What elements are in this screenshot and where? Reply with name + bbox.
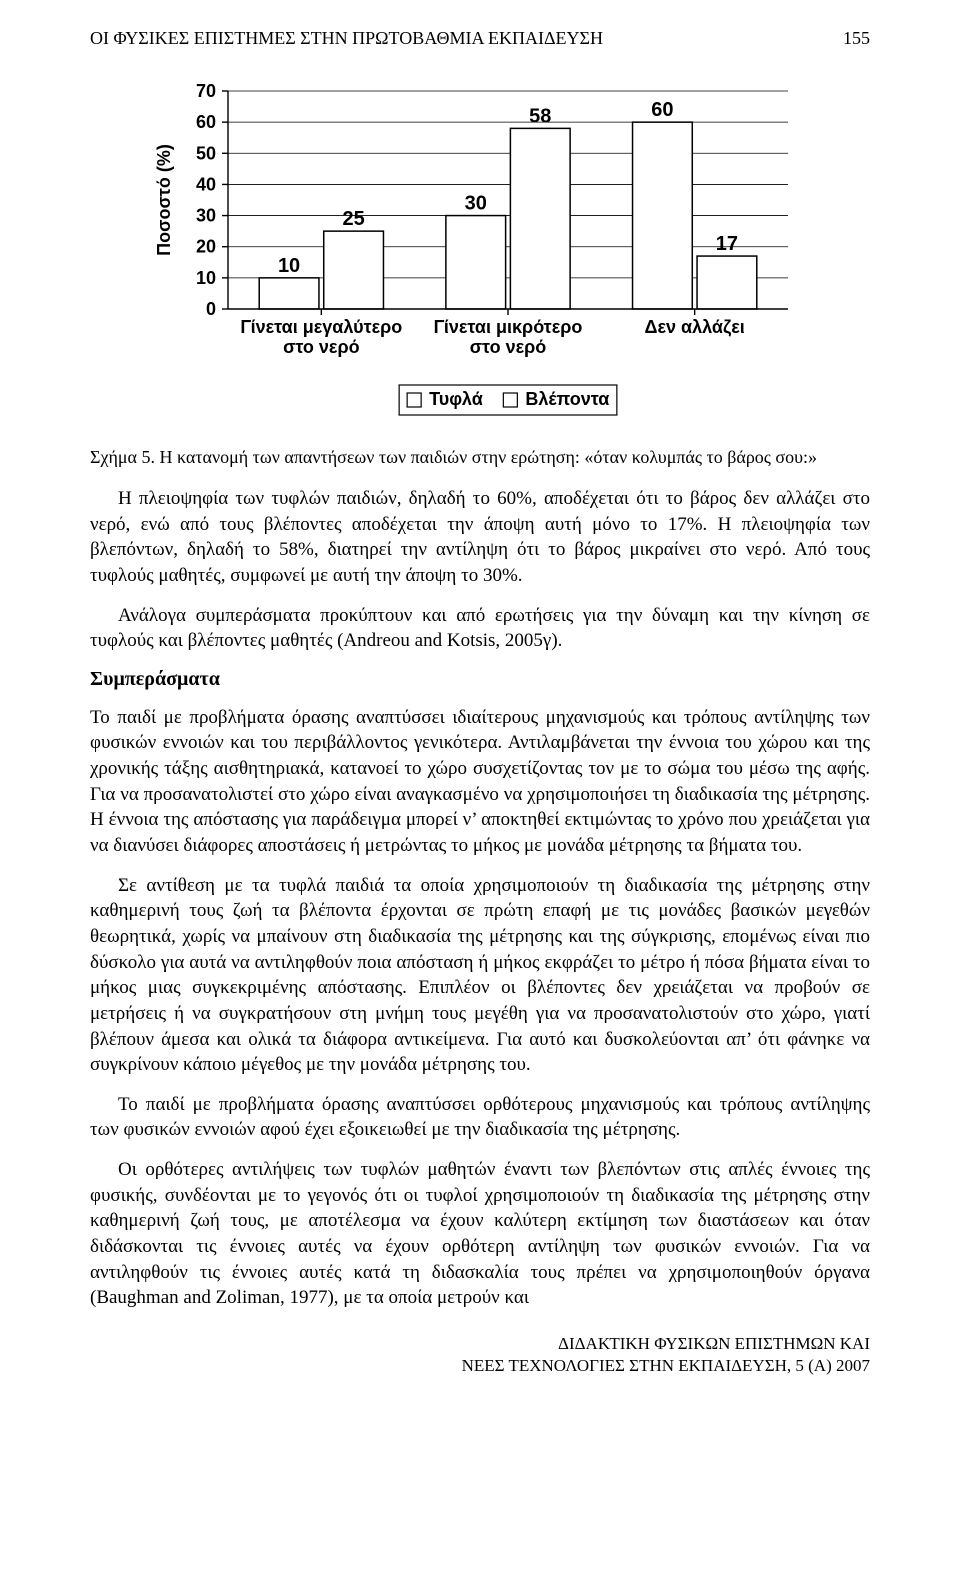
svg-text:17: 17 [716,233,738,255]
paragraph-3: Το παιδί με προβλήματα όρασης αναπτύσσει… [90,705,870,859]
page: ΟΙ ΦΥΣΙΚΕΣ ΕΠΙΣΤΗΜΕΣ ΣΤΗΝ ΠΡΩΤΟΒΑΘΜΙΑ ΕΚ… [0,0,960,1417]
paragraph-6: Οι ορθότερες αντιλήψεις των τυφλών μαθητ… [90,1157,870,1311]
svg-text:Ποσοστό (%): Ποσοστό (%) [154,144,174,256]
running-title: ΟΙ ΦΥΣΙΚΕΣ ΕΠΙΣΤΗΜΕΣ ΣΤΗΝ ΠΡΩΤΟΒΑΘΜΙΑ ΕΚ… [90,28,603,49]
figure-caption: Σχήμα 5. Η κατανομή των απαντήσεων των π… [90,447,870,468]
page-footer: ΔΙΔΑΚΤΙΚΗ ΦΥΣΙΚΩΝ ΕΠΙΣΤΗΜΩΝ ΚΑΙ ΝΕΕΣ ΤΕΧ… [90,1333,870,1377]
paragraph-5: Το παιδί με προβλήματα όρασης αναπτύσσει… [90,1092,870,1143]
svg-text:30: 30 [465,193,487,215]
paragraph-2: Ανάλογα συμπεράσματα προκύπτουν και από … [90,603,870,654]
svg-text:Τυφλά: Τυφλά [429,389,483,409]
svg-text:10: 10 [196,268,216,288]
bar-chart-svg: 0102030405060701025Γίνεται μεγαλύτεροστο… [150,79,810,419]
svg-text:στο νερό: στο νερό [470,337,547,357]
svg-text:58: 58 [529,105,551,127]
svg-text:30: 30 [196,206,216,226]
section-head-conclusions: Συμπεράσματα [90,668,870,691]
paragraph-1: Η πλειοψηφία των τυφλών παιδιών, δηλαδή … [90,486,870,589]
svg-text:Δεν αλλάζει: Δεν αλλάζει [645,317,745,338]
svg-text:20: 20 [196,237,216,257]
page-number: 155 [843,28,870,49]
running-head: ΟΙ ΦΥΣΙΚΕΣ ΕΠΙΣΤΗΜΕΣ ΣΤΗΝ ΠΡΩΤΟΒΑΘΜΙΑ ΕΚ… [90,28,870,49]
bar-chart: 0102030405060701025Γίνεται μεγαλύτεροστο… [90,79,870,419]
svg-text:70: 70 [196,81,216,101]
paragraph-4: Σε αντίθεση με τα τυφλά παιδιά τα οποία … [90,873,870,1078]
svg-text:25: 25 [342,208,364,230]
svg-text:60: 60 [196,112,216,132]
svg-text:0: 0 [206,299,216,319]
svg-text:Βλέποντα: Βλέποντα [525,389,609,409]
footer-line-1: ΔΙΔΑΚΤΙΚΗ ΦΥΣΙΚΩΝ ΕΠΙΣΤΗΜΩΝ ΚΑΙ [90,1333,870,1355]
svg-text:50: 50 [196,143,216,163]
footer-line-2: ΝΕΕΣ ΤΕΧΝΟΛΟΓΙΕΣ ΣΤΗΝ ΕΚΠΑΙΔΕΥΣΗ, 5 (Α) … [90,1355,870,1377]
svg-text:60: 60 [651,99,673,121]
svg-text:10: 10 [278,255,300,277]
svg-text:40: 40 [196,174,216,194]
svg-text:Γίνεται μικρότερο: Γίνεται μικρότερο [434,317,583,337]
svg-text:Γίνεται μεγαλύτερο: Γίνεται μεγαλύτερο [240,317,402,337]
svg-text:στο νερό: στο νερό [283,337,360,357]
